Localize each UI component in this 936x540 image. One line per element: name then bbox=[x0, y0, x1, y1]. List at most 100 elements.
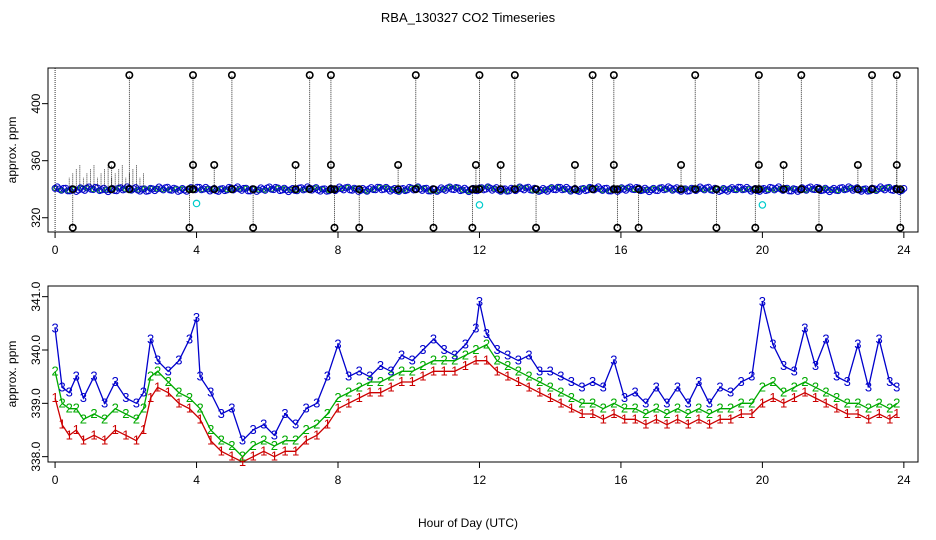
series-2-marker: 2 bbox=[780, 385, 787, 400]
low-spike-marker bbox=[249, 223, 258, 232]
high-spike-marker bbox=[227, 71, 236, 80]
series-2-marker: 2 bbox=[101, 411, 108, 426]
series-2-marker: 2 bbox=[589, 395, 596, 410]
series-1-marker: 1 bbox=[260, 443, 267, 458]
series-1-marker: 1 bbox=[472, 353, 479, 368]
x-tick-label: 12 bbox=[473, 243, 487, 257]
baseline-point bbox=[149, 185, 157, 193]
series-1-marker: 1 bbox=[536, 385, 543, 400]
y-tick-label: 338.0 bbox=[29, 441, 43, 471]
x-tick-label: 20 bbox=[756, 243, 770, 257]
y-tick-label: 339.0 bbox=[29, 388, 43, 418]
series-1-marker: 1 bbox=[769, 390, 776, 405]
series-1-marker: 1 bbox=[854, 406, 861, 421]
series-1-marker: 1 bbox=[334, 401, 341, 416]
series-3-marker: 3 bbox=[833, 369, 840, 384]
series-3-marker: 3 bbox=[154, 353, 161, 368]
mid-spike-base-marker bbox=[609, 185, 618, 194]
baseline-point-green bbox=[313, 185, 319, 191]
low-spike-marker bbox=[429, 223, 438, 232]
baseline-point bbox=[244, 187, 252, 195]
series-3-marker: 3 bbox=[844, 374, 851, 389]
series-3-marker: 3 bbox=[557, 369, 564, 384]
high-spike-base-marker bbox=[868, 185, 877, 194]
series-2-marker: 2 bbox=[769, 374, 776, 389]
series-3-marker: 3 bbox=[727, 385, 734, 400]
baseline-point bbox=[301, 185, 309, 193]
series-3-marker: 3 bbox=[122, 390, 129, 405]
series-2-marker: 2 bbox=[547, 379, 554, 394]
series-3-marker: 3 bbox=[80, 390, 87, 405]
series-3-marker: 3 bbox=[51, 321, 58, 336]
cyan-point bbox=[192, 199, 201, 208]
baseline-point-green bbox=[491, 186, 497, 192]
baseline-point bbox=[51, 184, 59, 192]
series-3-marker: 3 bbox=[101, 395, 108, 410]
baseline-point bbox=[363, 187, 371, 195]
high-spike-marker bbox=[510, 71, 519, 80]
mid-spike-base-marker bbox=[570, 185, 579, 194]
low-spike-marker bbox=[330, 223, 339, 232]
baseline-point-green bbox=[663, 186, 669, 192]
series-1-marker: 1 bbox=[165, 385, 172, 400]
series-2-marker: 2 bbox=[303, 422, 310, 437]
series-3-marker: 3 bbox=[66, 385, 73, 400]
baseline-point-green bbox=[772, 187, 777, 193]
series-3-marker: 3 bbox=[525, 347, 532, 362]
series-1-marker: 1 bbox=[748, 406, 755, 421]
series-1-marker: 1 bbox=[642, 417, 649, 432]
baseline-point bbox=[64, 187, 72, 195]
mid-spike-base-marker bbox=[892, 185, 901, 194]
top-axes: 0 4 8 12 16 20 24 320 360 400 bbox=[29, 93, 911, 257]
y-tick-label: 341.0 bbox=[29, 281, 43, 311]
series-2-marker: 2 bbox=[557, 385, 564, 400]
series-1-marker: 1 bbox=[621, 411, 628, 426]
x-axis-label: Hour of Day (UTC) bbox=[418, 516, 518, 530]
x-tick-label: 0 bbox=[52, 243, 59, 257]
series-3-marker: 3 bbox=[822, 331, 829, 346]
mid-spike-base-marker bbox=[754, 185, 763, 194]
series-3-marker: 3 bbox=[218, 406, 225, 421]
mid-spike-base-marker bbox=[291, 185, 300, 194]
series-1-marker: 1 bbox=[738, 406, 745, 421]
series-1-marker: 1 bbox=[557, 395, 564, 410]
series-2-marker: 2 bbox=[112, 401, 119, 416]
series-3-marker: 3 bbox=[228, 401, 235, 416]
series-3-marker: 3 bbox=[494, 342, 501, 357]
series-1-marker: 1 bbox=[154, 379, 161, 394]
series-3-marker: 3 bbox=[133, 395, 140, 410]
series-1-marker: 1 bbox=[663, 417, 670, 432]
x-tick-label: 4 bbox=[193, 473, 200, 487]
baseline-point bbox=[408, 184, 416, 192]
series-1-marker: 1 bbox=[685, 417, 692, 432]
series-2-marker: 2 bbox=[430, 353, 437, 368]
series-1-marker: 1 bbox=[303, 433, 310, 448]
series-2-marker: 2 bbox=[186, 390, 193, 405]
series-3-marker: 3 bbox=[642, 395, 649, 410]
baseline-point-green bbox=[746, 186, 752, 192]
series-3-marker: 3 bbox=[165, 363, 172, 378]
low-spike-base-marker bbox=[532, 185, 541, 194]
series-1-marker: 1 bbox=[589, 406, 596, 421]
series-2-marker: 2 bbox=[398, 363, 405, 378]
baseline-point-green bbox=[262, 187, 268, 193]
series-2-marker: 2 bbox=[271, 438, 278, 453]
high-spike-marker bbox=[609, 71, 618, 80]
baseline-point-green bbox=[848, 185, 854, 191]
series-1-marker: 1 bbox=[356, 390, 363, 405]
bottom-plot-frame bbox=[47, 285, 919, 463]
series-1-marker: 1 bbox=[706, 417, 713, 432]
series-2-marker: 2 bbox=[822, 385, 829, 400]
x-tick-label: 8 bbox=[335, 243, 342, 257]
series-1-marker: 1 bbox=[600, 411, 607, 426]
mid-spike-marker bbox=[189, 160, 198, 169]
series-1-marker: 1 bbox=[292, 443, 299, 458]
series-3-marker: 3 bbox=[610, 353, 617, 368]
baseline-point-green bbox=[281, 185, 287, 191]
series-2-marker: 2 bbox=[334, 390, 341, 405]
series-1-marker: 1 bbox=[207, 433, 214, 448]
series-1-marker: 1 bbox=[122, 427, 129, 442]
x-tick-label: 8 bbox=[335, 473, 342, 487]
